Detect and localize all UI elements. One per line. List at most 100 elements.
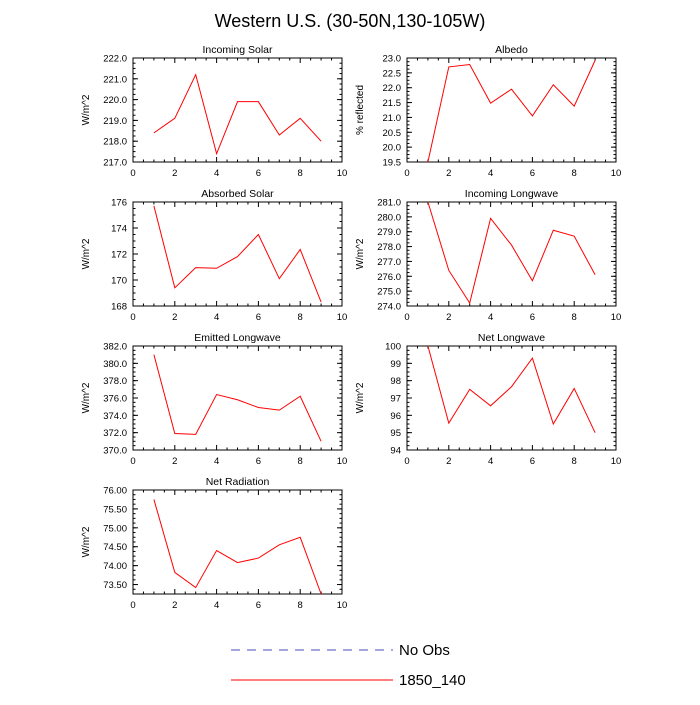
x-tick-label: 4 [214,312,219,323]
x-tick-label: 2 [446,312,451,323]
series-line [153,205,322,303]
x-tick-label: 0 [404,312,409,323]
y-axis-label: W/m^2 [81,526,92,557]
y-tick-label: 219.0 [103,116,127,127]
y-tick-label: 96 [390,411,401,422]
y-tick-label: 21.0 [383,113,402,124]
y-tick-label: 74.50 [103,542,127,553]
x-tick-label: 8 [572,312,577,323]
legend-label-1850-140: 1850_140 [399,672,466,689]
plot-frame [132,489,343,595]
y-tick-label: 372.0 [103,428,127,439]
y-tick-label: 73.50 [103,580,127,591]
x-tick-label: 10 [611,168,622,179]
series-line [427,60,596,163]
y-tick-label: 376.0 [103,394,127,405]
x-tick-label: 2 [172,600,177,611]
y-tick-label: 279.0 [377,227,401,238]
panel-3: Absorbed Solar 0 2 4 6 8 10 168 170 172 174 176 W/m^… [81,188,347,323]
x-tick-label: 2 [172,456,177,467]
series-line [153,73,322,156]
plot-frame [132,201,343,307]
y-axis-label: W/m^2 [355,238,366,269]
panel-7: Net Radiation 0 2 4 6 8 10 73.50 74.00 74.50 75.00… [81,476,347,611]
y-tick-label: 378.0 [103,376,127,387]
x-tick-label: 10 [611,456,622,467]
series-line [153,354,322,442]
x-tick-label: 6 [530,456,535,467]
x-tick-label: 4 [488,312,493,323]
x-tick-label: 8 [298,168,303,179]
x-tick-label: 2 [172,168,177,179]
x-tick-label: 4 [488,456,493,467]
y-tick-label: 274.0 [377,302,401,313]
x-tick-label: 2 [446,168,451,179]
x-tick-label: 2 [446,456,451,467]
y-axis-label: W/m^2 [81,382,92,413]
y-tick-label: 20.0 [383,143,402,154]
plot-frame [406,201,617,307]
plot-frame [406,345,617,451]
y-tick-label: 281.0 [377,198,401,209]
x-tick-label: 6 [256,312,261,323]
x-tick-label: 8 [298,456,303,467]
x-tick-label: 6 [530,312,535,323]
y-tick-label: 172 [111,250,127,261]
y-tick-label: 280.0 [377,212,401,223]
y-tick-label: 382.0 [103,342,127,353]
x-tick-label: 4 [488,168,493,179]
y-tick-label: 19.5 [383,158,402,169]
y-tick-label: 22.5 [383,68,402,79]
legend-label-no-obs: No Obs [399,642,450,659]
y-tick-label: 21.5 [383,98,402,109]
y-tick-label: 370.0 [103,446,127,457]
panel-5: Emitted Longwave 0 2 4 6 8 10 370.0 372.0 374.0 37… [81,332,347,467]
panel-2: Albedo 0 2 4 6 8 10 19.5 20.0 20.5 21.0 21.5 22.0 22.… [355,44,621,179]
y-tick-label: 374.0 [103,411,127,422]
series-line [427,345,596,433]
y-tick-label: 99 [390,359,401,370]
y-tick-label: 174 [111,224,127,235]
y-axis-label: W/m^2 [81,94,92,125]
x-tick-label: 6 [530,168,535,179]
panel-title: Incoming Solar [202,44,273,56]
x-tick-label: 0 [130,312,135,323]
y-tick-label: 221.0 [103,74,127,85]
y-axis-label: W/m^2 [355,382,366,413]
y-tick-label: 100 [385,342,401,353]
legend: No Obs 1850_140 [231,642,466,689]
y-tick-label: 76.00 [103,486,127,497]
series-line [153,499,322,595]
y-tick-label: 218.0 [103,137,127,148]
y-tick-label: 276.0 [377,272,401,283]
y-tick-label: 380.0 [103,359,127,370]
x-tick-label: 8 [298,600,303,611]
figure-title: Western U.S. (30-50N,130-105W) [215,11,486,31]
y-tick-label: 22.0 [383,83,402,94]
y-tick-label: 75.00 [103,523,127,534]
x-tick-label: 4 [214,600,219,611]
x-tick-label: 0 [130,600,135,611]
panel-title: Net Longwave [478,332,545,344]
y-tick-label: 97 [390,394,401,405]
x-tick-label: 6 [256,168,261,179]
panel-4: Incoming Longwave 0 2 4 6 8 10 274.0 275.0 276.0 2… [355,188,621,323]
plot-frame [132,345,343,451]
y-tick-label: 222.0 [103,54,127,65]
y-tick-label: 277.0 [377,257,401,268]
x-tick-label: 0 [404,456,409,467]
x-tick-label: 4 [214,168,219,179]
panel-title: Absorbed Solar [201,188,274,200]
series-line [427,201,596,305]
y-tick-label: 170 [111,276,127,287]
y-axis-label: W/m^2 [81,238,92,269]
x-tick-label: 10 [337,456,348,467]
x-tick-label: 6 [256,456,261,467]
y-tick-label: 23.0 [383,54,402,65]
x-tick-label: 10 [611,312,622,323]
x-tick-label: 2 [172,312,177,323]
y-tick-label: 220.0 [103,95,127,106]
y-axis-label: % reflected [355,85,366,135]
y-tick-label: 75.50 [103,504,127,515]
